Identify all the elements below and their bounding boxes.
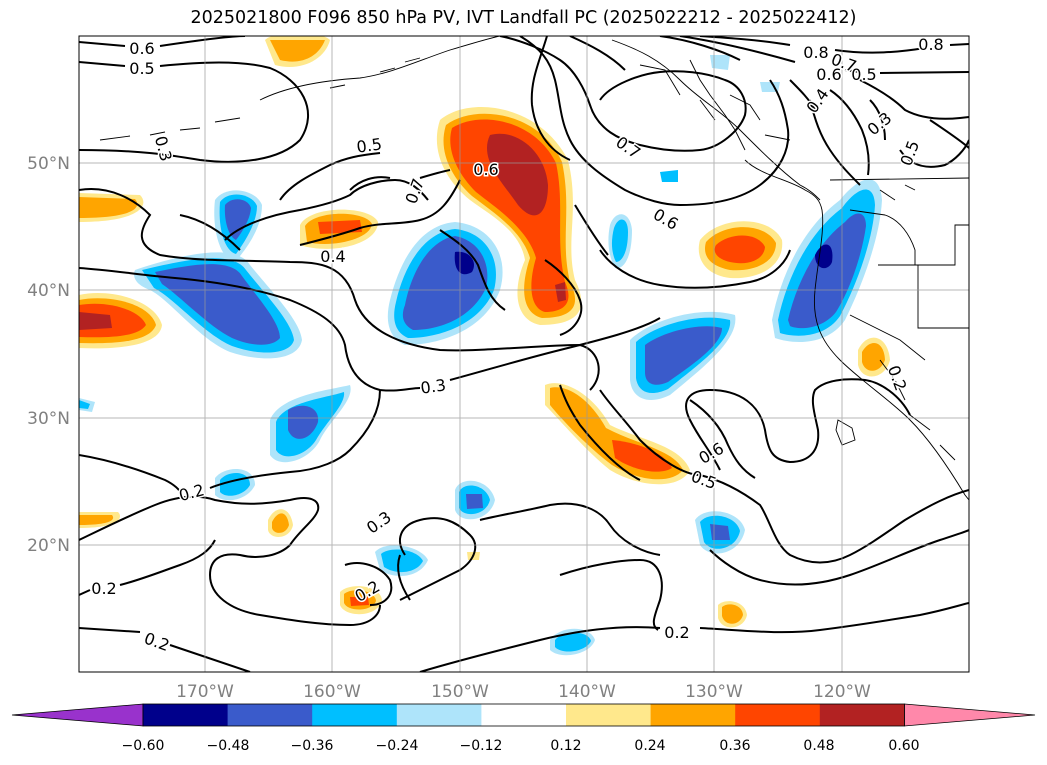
contour-label: 0.3 — [419, 375, 447, 397]
colorbar-segment — [735, 704, 821, 726]
pv-negative-feature — [611, 219, 628, 262]
colorbar-segment — [650, 704, 736, 726]
contour-label: 0.5 — [129, 59, 154, 78]
pv-negative-feature — [288, 405, 319, 439]
map-panel: 0.6 0.5 0.3 0.5 0.6 0.7 0.4 0.7 0.6 0.8 … — [78, 34, 970, 673]
lon-label: 140°W — [558, 682, 616, 702]
colorbar-segment — [396, 704, 482, 726]
colorbar-tick: −0.12 — [460, 738, 503, 754]
lat-label: 40°N — [27, 281, 70, 301]
pv-positive-feature — [714, 235, 765, 264]
colorbar-segment — [481, 704, 567, 726]
coastlines — [99, 36, 969, 501]
pv-positive-feature — [272, 513, 289, 533]
latitude-labels: 50°N 40°N 30°N 20°N — [27, 154, 70, 556]
colorbar-tick: 0.12 — [550, 738, 581, 754]
pv-positive-feature — [79, 312, 112, 330]
pv-negative-feature — [79, 400, 90, 409]
contour-label: 0.6 — [129, 39, 154, 58]
pv-negative-feature — [466, 494, 483, 509]
contour-label: 0.2 — [664, 623, 689, 642]
colorbar-tick: 0.24 — [634, 738, 665, 754]
pv-positive-feature — [79, 515, 114, 525]
colorbar-segment — [819, 704, 905, 726]
contour-label: 0.6 — [473, 160, 498, 179]
pv-negative-feature — [710, 55, 730, 70]
contour-label: 0.4 — [320, 247, 345, 266]
colorbar-tick: 0.48 — [803, 738, 834, 754]
colorbar-ticks: −0.60 −0.48 −0.36 −0.24 −0.12 0.12 0.24 … — [122, 738, 920, 754]
pv-negative-feature — [710, 524, 730, 540]
contour-label: 0.5 — [355, 134, 383, 156]
pv-positive-feature — [79, 197, 138, 218]
lat-label: 30°N — [27, 409, 70, 429]
pv-negative-feature — [645, 326, 722, 385]
colorbar-frame — [142, 703, 905, 727]
colorbar-segment — [312, 704, 398, 726]
colorbar-extend-max — [904, 703, 1036, 727]
pv-negative-feature — [815, 244, 833, 269]
pv-negative-feature — [555, 632, 591, 652]
colorbar-extend-min — [11, 703, 144, 727]
pv-positive-feature — [318, 220, 362, 234]
lon-label: 160°W — [303, 682, 361, 702]
pv-positive-feature — [722, 604, 743, 624]
colorbar-tick: −0.60 — [122, 738, 165, 754]
lon-label: 150°W — [431, 682, 489, 702]
map-frame — [78, 35, 970, 673]
lon-label: 130°W — [685, 682, 743, 702]
pv-positive-feature — [612, 440, 672, 472]
contour-label: 0.8 — [803, 43, 828, 62]
colorbar-tick: 0.60 — [888, 738, 919, 754]
contour-label: 0.6 — [816, 65, 841, 84]
gridlines — [79, 36, 969, 672]
colorbar-segment — [227, 704, 313, 726]
map-title: 2025021800 F096 850 hPa PV, IVT Landfall… — [190, 8, 857, 28]
pv-positive-feature — [270, 40, 325, 62]
longitude-labels: 170°W 160°W 150°W 140°W 130°W 120°W — [176, 682, 871, 702]
pv-positive-feature — [862, 342, 885, 371]
lat-label: 50°N — [27, 154, 70, 174]
lat-label: 20°N — [27, 536, 70, 556]
pv-positive-feature — [486, 133, 548, 216]
contour-label: 0.8 — [918, 35, 943, 54]
colorbar-segment — [566, 704, 652, 726]
pv-line-contours — [79, 36, 969, 672]
colorbar-tick: −0.36 — [291, 738, 334, 754]
pv-negative-feature — [788, 213, 866, 329]
lon-label: 170°W — [176, 682, 234, 702]
pv-positive-feature — [555, 282, 566, 302]
colorbar-tick: 0.36 — [719, 738, 750, 754]
pv-negative-feature — [155, 264, 280, 345]
colorbar-tick: −0.24 — [376, 738, 419, 754]
colorbar: −0.60 −0.48 −0.36 −0.24 −0.12 0.12 0.24 … — [11, 703, 1036, 754]
colorbar-segments — [11, 703, 1036, 727]
pv-negative-feature — [224, 199, 251, 240]
contour-label: 0.2 — [91, 579, 116, 598]
pv-negative-feature — [381, 549, 423, 573]
colorbar-tick: −0.48 — [207, 738, 250, 754]
colorbar-segment — [143, 704, 229, 726]
contour-label: 0.5 — [851, 65, 876, 84]
lon-label: 120°W — [813, 682, 871, 702]
pv-positive-feature — [350, 597, 369, 606]
pv-negative-feature — [660, 170, 678, 182]
